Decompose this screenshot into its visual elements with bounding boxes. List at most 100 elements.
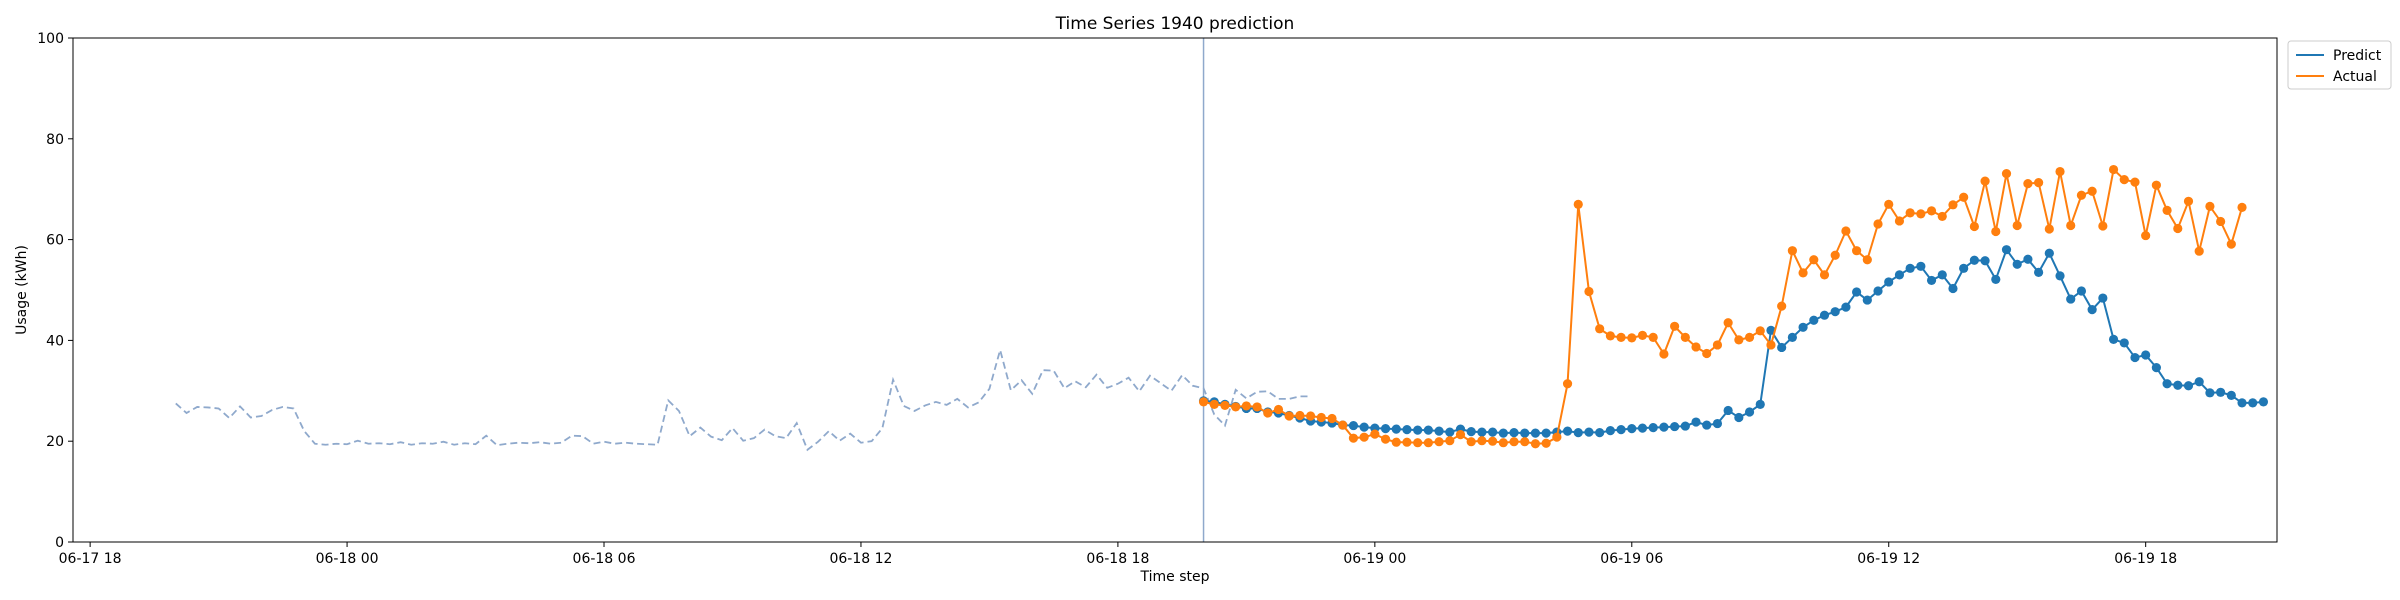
y-tick-label: 20	[46, 434, 64, 450]
predict-point	[2012, 259, 2022, 269]
predict-point	[2205, 388, 2215, 398]
predict-point	[1841, 302, 1851, 312]
actual-point	[2044, 224, 2054, 234]
predict-point	[1905, 263, 1915, 273]
actual-point	[1959, 192, 1969, 202]
predict-point	[2151, 363, 2161, 373]
actual-point	[1777, 301, 1787, 311]
actual-point	[1552, 432, 1562, 442]
actual-point	[1819, 270, 1830, 280]
predict-point	[1391, 424, 1401, 434]
actual-point	[1252, 402, 1262, 412]
predict-point	[1959, 263, 1969, 273]
actual-point	[1627, 333, 1637, 343]
legend-predict-label: Predict	[2333, 48, 2382, 64]
actual-point	[2141, 230, 2151, 241]
predict-point	[1680, 421, 1690, 431]
actual-point	[1359, 432, 1369, 442]
y-tick-label: 80	[46, 132, 64, 148]
predict-point	[1712, 418, 1723, 429]
actual-point	[1263, 408, 1273, 418]
actual-point	[1380, 434, 1391, 444]
predict-point	[1734, 412, 1744, 423]
predict-point	[1562, 426, 1573, 436]
predict-point	[2119, 338, 2129, 348]
predict-point	[1916, 261, 1926, 271]
actual-point	[1926, 206, 1937, 216]
actual-point	[1231, 402, 1241, 412]
actual-point	[1862, 255, 1872, 265]
actual-point	[1348, 433, 1359, 443]
x-tick-label: 06-18 12	[829, 551, 892, 567]
actual-point	[2151, 180, 2161, 190]
predict-point	[1670, 421, 1680, 432]
predict-point	[2066, 294, 2076, 304]
predict-point	[1819, 310, 1830, 320]
predict-point	[2162, 379, 2172, 389]
predict-point	[1787, 332, 1797, 342]
actual-point	[2226, 239, 2236, 249]
x-tick-label: 06-19 00	[1343, 551, 1406, 567]
predict-point	[1616, 425, 1626, 435]
actual-point	[1916, 209, 1926, 219]
actual-point	[1712, 340, 1723, 350]
predict-point	[1648, 422, 1658, 433]
actual-point	[2087, 186, 2097, 196]
actual-point	[1605, 331, 1615, 341]
actual-point	[2076, 190, 2087, 200]
predict-point	[1926, 275, 1937, 286]
y-tick-label: 100	[37, 31, 64, 47]
actual-point	[1680, 332, 1690, 342]
actual-point	[1220, 400, 1230, 411]
y-tick-label: 60	[46, 233, 64, 249]
predict-point	[1691, 417, 1701, 427]
predict-point	[2044, 248, 2054, 258]
actual-point	[1723, 318, 1733, 328]
x-tick-label: 06-18 18	[1086, 551, 1149, 567]
actual-point	[1873, 219, 1883, 229]
predict-point	[1541, 428, 1551, 438]
actual-point	[1659, 349, 1669, 359]
actual-point	[2216, 216, 2226, 227]
x-tick-label: 06-18 00	[316, 551, 379, 567]
actual-point	[1616, 332, 1626, 342]
actual-point	[2205, 201, 2215, 211]
actual-point	[1755, 326, 1765, 336]
predict-point	[2130, 352, 2140, 363]
actual-point	[1691, 342, 1701, 352]
predict-point	[1402, 425, 1412, 435]
predict-point	[1884, 277, 1894, 287]
actual-point	[2108, 164, 2119, 175]
actual-point	[1445, 436, 1455, 446]
actual-point	[1488, 436, 1498, 446]
predict-point	[1605, 426, 1615, 436]
predict-point	[1434, 426, 1444, 436]
predict-point	[1520, 428, 1530, 438]
actual-point	[1370, 429, 1380, 439]
actual-point	[1648, 332, 1658, 342]
predict-point	[2023, 254, 2033, 264]
predict-point	[2087, 305, 2097, 315]
predict-point	[1423, 425, 1433, 435]
actual-point	[1434, 437, 1444, 447]
actual-point	[1670, 321, 1680, 331]
actual-point	[1744, 332, 1755, 342]
predict-point	[1852, 287, 1862, 297]
legend: Predict Actual	[2287, 40, 2392, 90]
actual-point	[1520, 437, 1530, 447]
predict-point	[1777, 342, 1787, 353]
actual-point	[1338, 420, 1348, 430]
predict-point	[2194, 377, 2204, 387]
chart-title: Time Series 1940 prediction	[1055, 14, 1295, 34]
actual-point	[1905, 208, 1915, 218]
actual-point	[1477, 436, 1487, 446]
predict-point	[1744, 407, 1755, 417]
predict-point	[1798, 322, 1808, 332]
predict-point	[2076, 286, 2087, 296]
x-axis-label: Time step	[1140, 569, 1210, 585]
predict-point	[1723, 405, 1733, 416]
actual-point	[2183, 196, 2194, 206]
predict-point	[2001, 245, 2012, 255]
